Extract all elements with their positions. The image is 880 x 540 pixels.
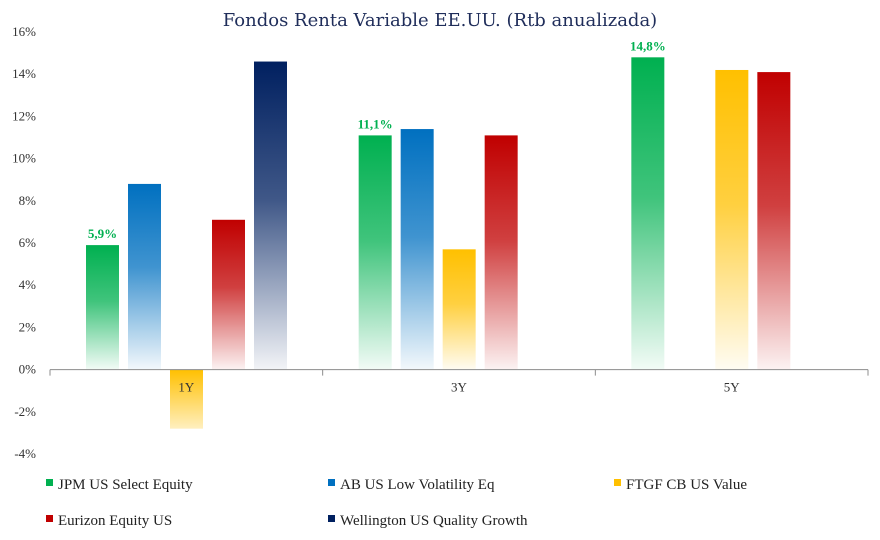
legend-label: FTGF CB US Value [626,477,747,493]
y-tick-label: 10% [12,151,36,166]
data-label: 5,9% [88,226,117,241]
y-tick-label: 12% [12,108,36,123]
data-label: 11,1% [358,116,393,131]
bar-5Y-series-3 [715,69,749,370]
legend-swatch [328,479,335,486]
bar-1Y-series-1 [86,245,119,370]
legend: JPM US Select Equity AB US Low Volatility… [46,477,747,529]
y-tick-label: -4% [14,446,36,461]
category-label: 1Y [178,380,195,395]
legend-label: Eurizon Equity US [58,513,172,529]
bars [86,57,791,429]
y-tick-label: 6% [19,235,37,250]
y-tick-label: 8% [19,193,37,208]
bar-3Y-series-2 [400,129,434,370]
bar-3Y-series-4 [484,135,518,370]
category-label: 3Y [451,380,468,395]
legend-swatch [46,515,53,522]
legend-label: Wellington US Quality Growth [340,513,528,529]
legend-label: AB US Low Volatility Eq [340,477,495,493]
legend-swatch [614,479,621,486]
y-tick-label: 14% [12,66,36,81]
legend-swatch [46,479,53,486]
y-tick-label: 4% [19,277,37,292]
data-label: 14,8% [630,38,666,53]
bar-1Y-series-3 [170,369,203,429]
chart-title: Fondos Renta Variable EE.UU. (Rtb anuali… [223,10,657,31]
bar-3Y-series-1 [358,135,392,370]
y-tick-label: 2% [19,319,37,334]
bar-1Y-series-2 [128,183,161,370]
legend-label: JPM US Select Equity [58,477,193,493]
y-axis: -4% -2% 0% 2% 4% 6% 8% 10% 12% 14% 16% [12,24,36,461]
category-label: 5Y [724,380,741,395]
y-tick-label: -2% [14,404,36,419]
bar-5Y-series-1 [631,57,665,370]
data-labels: 5,9% 11,1% 14,8% [88,38,666,241]
y-tick-label: 0% [19,362,37,377]
bar-1Y-series-5 [254,61,287,370]
bar-3Y-series-3 [442,249,476,370]
bar-5Y-series-4 [757,72,791,370]
bar-1Y-series-4 [212,219,245,370]
legend-swatch [328,515,335,522]
x-axis: 1Y 3Y 5Y [49,369,869,395]
y-tick-label: 16% [12,24,36,39]
